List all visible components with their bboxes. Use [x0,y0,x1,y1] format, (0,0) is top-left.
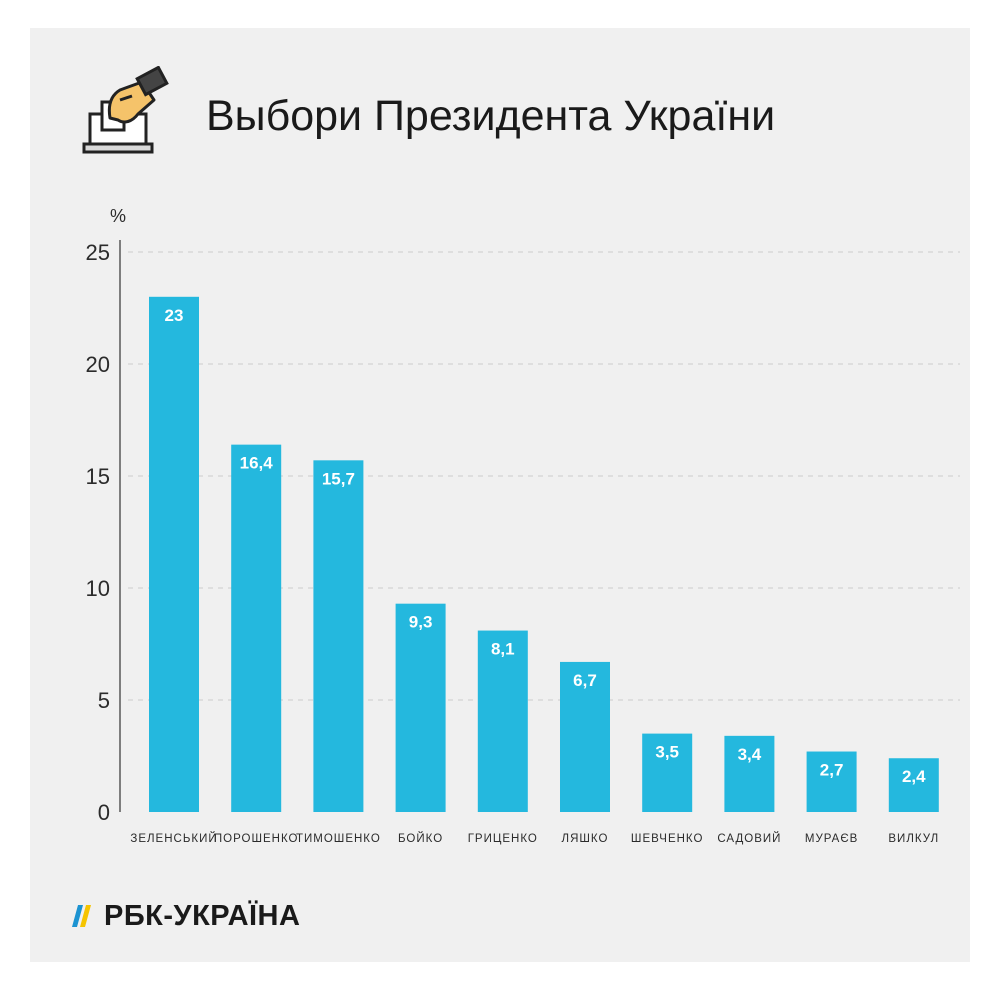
y-tick-label: 20 [86,352,110,377]
category-label: ПОРОШЕНКО [214,833,299,845]
category-label: ШЕВЧЕНКО [631,833,704,845]
bar-value-label: 9,3 [409,613,433,632]
bars: 23 16,4 15,7 9,3 8,1 6,7 3,5 3,4 2,7 2,4 [149,296,939,812]
bar [395,603,446,812]
category-label: ТИМОШЕНКО [296,833,381,845]
category-label: БОЙКО [398,832,443,845]
bar [560,661,610,812]
gridlines [128,251,960,701]
rbk-logo: РБК-УКРАЇНА [70,896,300,936]
bar-value-label: 2,7 [820,761,844,780]
rbk-flag-icon [72,905,91,927]
category-label: САДОВИЙ [717,832,781,845]
bar-value-label: 15,7 [322,469,355,488]
bar-value-label: 2,4 [902,767,926,786]
bar [806,751,857,812]
bar [313,460,364,812]
y-tick-label: 25 [86,240,110,265]
bar [477,630,528,812]
ballot-hand-icon [82,66,169,154]
bar-value-label: 3,5 [655,743,679,762]
chart-title: Выбори Президента України [206,92,776,140]
logo-text: РБК-УКРАЇНА [104,899,301,932]
category-label: ЛЯШКО [562,833,609,845]
y-tick-label: 15 [86,464,110,489]
y-axis-unit: % [110,206,126,226]
category-label: ЗЕЛЕНСЬКИЙ [130,832,217,845]
bar-value-label: 16,4 [240,454,274,473]
bar [642,733,693,812]
bar-value-label: 23 [165,306,184,325]
bar-value-label: 6,7 [573,671,597,690]
bar-value-label: 8,1 [491,640,515,659]
bar [149,296,199,812]
bar [888,758,939,812]
y-tick-label: 0 [98,800,110,825]
y-tick-label: 5 [98,688,110,713]
bar-value-label: 3,4 [738,745,762,764]
y-tick-label: 10 [86,576,110,601]
bar [231,444,282,812]
y-axis: 0 5 10 15 20 25% [86,206,126,825]
category-label: ВИЛКУЛ [888,833,939,845]
bar [724,735,775,812]
category-label: МУРАЄВ [805,833,858,845]
category-label: ГРИЦЕНКО [468,833,538,845]
